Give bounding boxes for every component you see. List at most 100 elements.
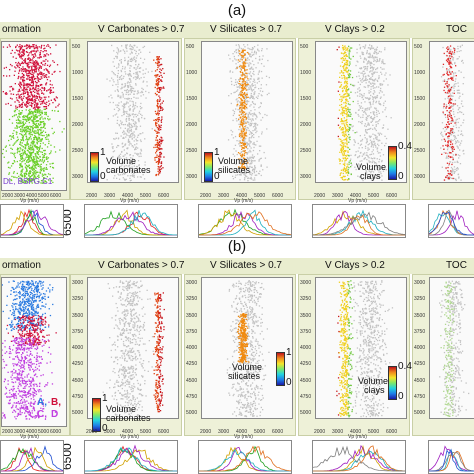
background-point [365,170,367,172]
background-point [124,59,126,62]
clay-point [344,157,347,160]
formation-point [19,63,21,65]
background-point [455,124,457,126]
formation-point [32,141,34,143]
background-point [456,141,458,143]
toc-point [444,114,446,116]
formation-point [20,175,23,177]
toc-point [448,155,450,157]
carbonate-point [156,104,159,106]
formation-point [32,148,35,150]
background-point [381,142,383,144]
background-point [127,62,129,64]
background-point [364,130,367,132]
formation-point [37,171,39,173]
formation-point [35,154,37,157]
silicate-point [240,116,242,118]
background-point [125,120,128,123]
formation-point [3,156,5,158]
background-point [134,135,136,137]
formation-point [33,141,35,143]
background-point [367,147,369,149]
background-point [251,174,253,176]
formation-point [35,70,37,72]
clay-point [348,69,350,71]
background-point [255,96,258,98]
formation-point [45,164,48,166]
formation-point [38,181,40,183]
silicate-point [241,74,243,76]
formation-point [42,118,44,120]
background-point [373,118,375,120]
formation-point [30,65,32,68]
background-point [371,140,373,143]
background-point [258,77,260,79]
background-point [251,160,253,162]
background-point [253,146,255,149]
background-point [267,59,269,62]
background-point [376,150,379,152]
background-point [129,168,131,170]
silicate-point [242,89,244,91]
background-point [361,120,363,123]
background-point [108,162,111,164]
formation-point [26,177,28,179]
formation-point [42,73,44,75]
background-point [359,95,361,97]
background-point [242,48,244,50]
formation-point [43,169,45,171]
formation-point [20,139,22,141]
clay-point [342,148,344,150]
silicate-point [240,87,243,89]
background-point [135,52,137,55]
formation-point [27,126,29,128]
carbonate-point [158,78,160,81]
formation-point [38,110,40,113]
background-point [116,122,118,124]
background-point [458,176,460,178]
formation-point [21,110,23,112]
formation-point [19,122,21,124]
formation-point [31,45,33,48]
formation-point [42,157,44,159]
carbonate-point [159,166,162,168]
formation-point [50,152,52,154]
background-point [265,75,268,77]
background-point [249,73,251,75]
carbonate-point [157,111,159,113]
formation-point [29,176,31,178]
formation-point [26,102,29,104]
formation-point [21,68,24,71]
background-point [251,101,254,103]
background-point [453,83,456,85]
carbonate-point [159,140,161,143]
formation-point [46,156,48,158]
formation-point [44,177,46,179]
clay-point [352,55,354,58]
formation-point [25,88,27,90]
formation-point [23,51,25,53]
background-point [250,172,252,174]
background-point [242,132,244,134]
background-point [244,85,246,88]
background-point [361,160,363,162]
clay-point [349,148,351,150]
formation-point [23,87,25,89]
formation-point [25,180,27,182]
silicate-point [248,53,250,55]
background-point [259,105,261,108]
formation-point [21,112,23,114]
clay-point [339,144,342,146]
formation-point [39,146,41,148]
toc-point [450,128,452,130]
carbonate-point [158,95,160,97]
background-point [258,136,260,138]
silicate-point [242,101,245,104]
formation-point [41,100,43,103]
background-point [121,87,123,89]
formation-point [40,122,42,124]
background-point [250,56,252,58]
background-point [361,94,363,97]
background-point [244,57,246,59]
background-point [254,103,256,105]
